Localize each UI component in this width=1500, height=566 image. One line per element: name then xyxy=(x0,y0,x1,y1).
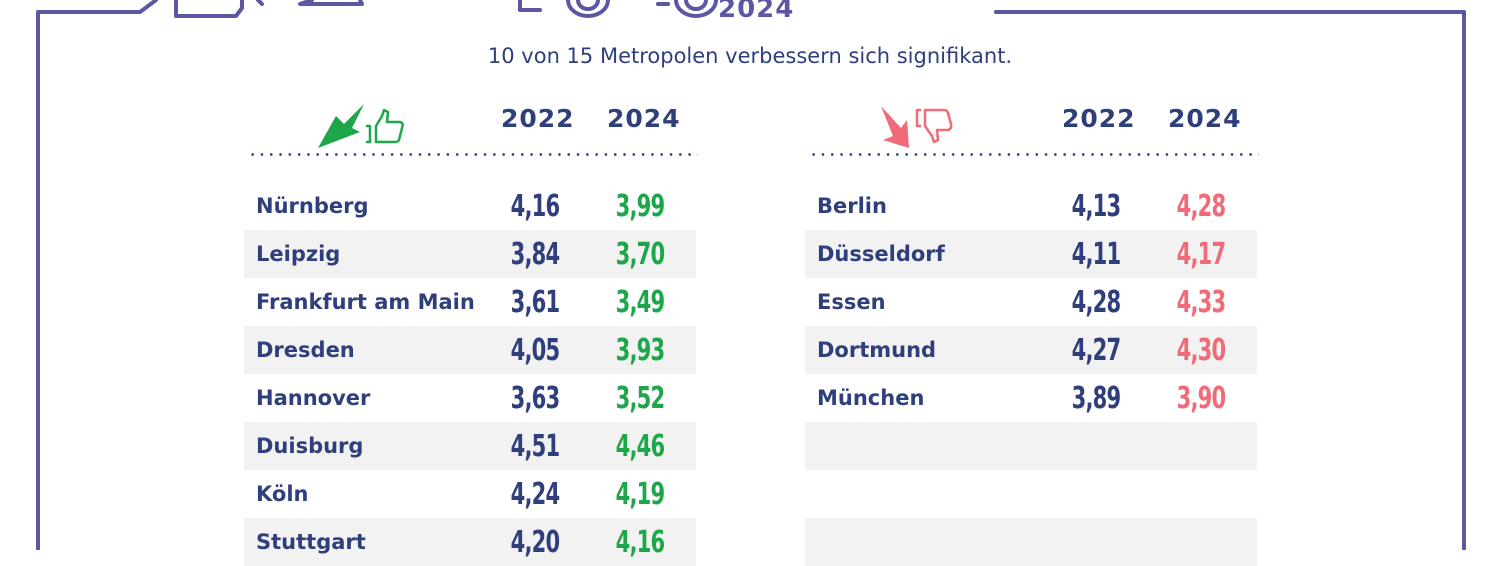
city-name: Duisburg xyxy=(256,434,364,458)
value-2022: 4,24 xyxy=(510,477,561,512)
table-row: Düsseldorf 4,11 4,17 xyxy=(805,230,1257,278)
worsened-col-2024: 2024 xyxy=(1168,104,1242,133)
value-2024: 4,16 xyxy=(615,525,666,560)
worsened-table: Berlin 4,13 4,28 Düsseldorf 4,11 4,17 Es… xyxy=(805,182,1257,566)
table-row: Essen 4,28 4,33 xyxy=(805,278,1257,326)
table-row: Köln 4,24 4,19 xyxy=(244,470,696,518)
improved-col-2022: 2022 xyxy=(501,104,575,133)
table-row: Dortmund 4,27 4,30 xyxy=(805,326,1257,374)
city-name: Stuttgart xyxy=(256,530,366,554)
value-2022: 3,89 xyxy=(1071,381,1122,416)
city-name: München xyxy=(817,386,925,410)
value-2024: 4,33 xyxy=(1176,285,1227,320)
value-2022: 4,28 xyxy=(1071,285,1122,320)
value-2022: 4,20 xyxy=(510,525,561,560)
worsened-panel: 2022 2024 Berlin 4,13 4,28 Düsseldorf 4,… xyxy=(805,98,1259,566)
table-row: Stuttgart 4,20 4,16 xyxy=(244,518,696,566)
city-name: Köln xyxy=(256,482,309,506)
value-2024: 3,93 xyxy=(615,333,666,368)
value-2022: 4,05 xyxy=(510,333,561,368)
improved-panel: 2022 2024 Nürnberg 4,16 3,99 Leipzig 3,8… xyxy=(244,98,698,566)
value-2022: 4,11 xyxy=(1071,237,1122,272)
improved-col-2024: 2024 xyxy=(607,104,681,133)
city-name: Hannover xyxy=(256,386,371,410)
value-2022: 4,13 xyxy=(1071,189,1122,224)
table-row: Frankfurt am Main 3,61 3,49 xyxy=(244,278,696,326)
city-name: Essen xyxy=(817,290,886,314)
value-2022: 3,61 xyxy=(510,285,561,320)
improved-divider xyxy=(248,153,698,156)
value-2024: 4,28 xyxy=(1176,189,1227,224)
thumbs-up-arrow-icon xyxy=(318,104,404,148)
value-2022: 4,27 xyxy=(1071,333,1122,368)
worsened-divider xyxy=(809,153,1259,156)
value-2022: 4,51 xyxy=(510,429,561,464)
improved-table: Nürnberg 4,16 3,99 Leipzig 3,84 3,70 Fra… xyxy=(244,182,696,566)
frame-border xyxy=(36,0,1466,550)
value-2024: 3,52 xyxy=(615,381,666,416)
value-2024: 4,19 xyxy=(615,477,666,512)
worsened-col-2022: 2022 xyxy=(1062,104,1136,133)
city-name: Berlin xyxy=(817,194,887,218)
city-name: Frankfurt am Main xyxy=(256,290,475,314)
year-badge: 2024 xyxy=(718,0,795,24)
value-2024: 4,30 xyxy=(1176,333,1227,368)
value-2022: 4,16 xyxy=(510,189,561,224)
city-name: Dresden xyxy=(256,338,355,362)
table-row: Hannover 3,63 3,52 xyxy=(244,374,696,422)
value-2024: 3,90 xyxy=(1176,381,1227,416)
city-name: Leipzig xyxy=(256,242,341,266)
city-name: Düsseldorf xyxy=(817,242,945,266)
value-2024: 4,17 xyxy=(1176,237,1227,272)
value-2024: 4,46 xyxy=(615,429,666,464)
table-row xyxy=(805,422,1257,470)
table-row: Dresden 4,05 3,93 xyxy=(244,326,696,374)
improved-header: 2022 2024 xyxy=(244,98,696,150)
value-2022: 3,84 xyxy=(510,237,561,272)
value-2024: 3,49 xyxy=(615,285,666,320)
city-name: Dortmund xyxy=(817,338,937,362)
value-2024: 3,70 xyxy=(615,237,666,272)
value-2024: 3,99 xyxy=(615,189,666,224)
table-row: Berlin 4,13 4,28 xyxy=(805,182,1257,230)
thumbs-down-arrow-icon xyxy=(881,106,953,148)
value-2022: 3,63 xyxy=(510,381,561,416)
table-row: Leipzig 3,84 3,70 xyxy=(244,230,696,278)
city-name: Nürnberg xyxy=(256,194,369,218)
table-row: München 3,89 3,90 xyxy=(805,374,1257,422)
table-row xyxy=(805,470,1257,518)
worsened-header: 2022 2024 xyxy=(805,98,1257,150)
table-row: Duisburg 4,51 4,46 xyxy=(244,422,696,470)
table-row xyxy=(805,518,1257,566)
subtitle: 10 von 15 Metropolen verbessern sich sig… xyxy=(487,44,1013,68)
table-row: Nürnberg 4,16 3,99 xyxy=(244,182,696,230)
